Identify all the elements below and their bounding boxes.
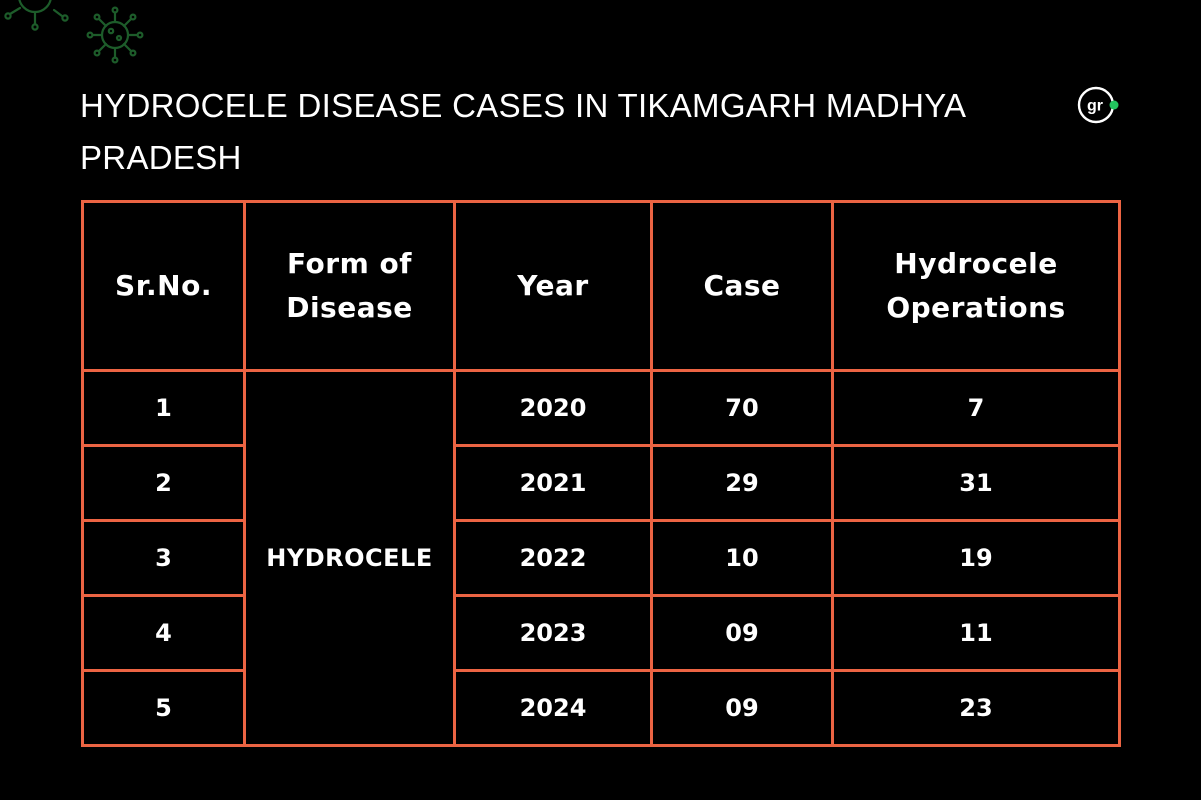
cell-year: 2023 [453, 594, 653, 672]
virus-icon [4, 0, 69, 31]
cell-case: 10 [650, 519, 834, 597]
column-header-form-of-disease: Form of Disease [243, 200, 456, 372]
column-header-year: Year [453, 200, 653, 372]
page-title: HYDROCELE DISEASE CASES IN TIKAMGARH MAD… [80, 87, 965, 176]
cell-operations: 11 [831, 594, 1121, 672]
table-row: 5 2024 09 23 [81, 669, 1121, 747]
cell-sr-no: 3 [81, 519, 246, 597]
table-row: 4 2023 09 11 [81, 594, 1121, 672]
column-header-case: Case [650, 200, 834, 372]
logo-text: gr [1087, 98, 1103, 115]
cell-sr-no: 5 [81, 669, 246, 747]
cell-year: 2024 [453, 669, 653, 747]
table-row: 1 HYDROCELE 2020 70 7 [81, 369, 1121, 747]
cell-sr-no: 2 [81, 444, 246, 522]
cell-case: 09 [650, 594, 834, 672]
brand-logo: gr [1077, 86, 1119, 124]
cell-operations: 7 [831, 369, 1121, 447]
cell-sr-no: 1 [81, 369, 246, 447]
virus-icon [86, 6, 144, 64]
cell-year: 2021 [453, 444, 653, 522]
cell-case: 70 [650, 369, 834, 447]
cell-year: 2022 [453, 519, 653, 597]
cell-case: 29 [650, 444, 834, 522]
cell-operations: 23 [831, 669, 1121, 747]
cell-form-of-disease: HYDROCELE [243, 369, 456, 747]
table-row: 3 2022 10 19 [81, 519, 1121, 597]
cell-operations: 31 [831, 444, 1121, 522]
cell-sr-no: 4 [81, 594, 246, 672]
cell-case: 09 [650, 669, 834, 747]
column-header-hydrocele-operations: Hydrocele Operations [831, 200, 1121, 372]
table-row: 2 2021 29 31 [81, 444, 1121, 522]
data-table: Sr.No. Form of Disease Year Case Hydrocel… [81, 200, 1121, 747]
table-header-row: Sr.No. Form of Disease Year Case Hydrocel… [81, 200, 1121, 372]
column-header-sr-no: Sr.No. [81, 200, 246, 372]
cell-operations: 19 [831, 519, 1121, 597]
logo-dot [1109, 100, 1119, 110]
cell-year: 2020 [453, 369, 653, 447]
